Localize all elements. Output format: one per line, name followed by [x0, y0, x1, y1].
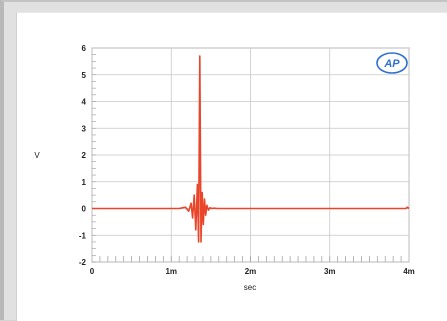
series-group — [92, 55, 410, 243]
minor-ticks — [92, 54, 402, 263]
y-axis-label: V — [34, 151, 40, 160]
y-tick-label: 1 — [82, 178, 87, 187]
chart-panel: 6 5 4 3 2 1 0 -1 -2 0 1m 2m 3m 4m V sec AP — [16, 12, 447, 321]
x-tick-label: 4m — [403, 267, 415, 276]
x-tick-label: 3m — [324, 267, 336, 276]
y-tick-label: -2 — [79, 258, 87, 267]
y-tick-label: 2 — [82, 151, 87, 160]
impulse-response-chart: 6 5 4 3 2 1 0 -1 -2 0 1m 2m 3m 4m V sec AP — [34, 44, 415, 292]
y-tick-label: 4 — [82, 98, 87, 107]
x-tick-label: 1m — [165, 267, 177, 276]
x-tick-label: 2m — [245, 267, 257, 276]
x-axis-label: sec — [244, 283, 256, 292]
x-tick-label: 0 — [90, 267, 95, 276]
y-tick-labels: 6 5 4 3 2 1 0 -1 -2 — [79, 44, 87, 267]
y-tick-label: 6 — [82, 44, 87, 53]
y-tick-label: 3 — [82, 124, 87, 133]
ap-logo-ring — [376, 52, 408, 74]
y-tick-label: -1 — [79, 231, 87, 240]
y-tick-label: 5 — [82, 71, 87, 80]
series-line — [92, 55, 410, 243]
x-tick-labels: 0 1m 2m 3m 4m — [90, 267, 415, 276]
ap-logo-text: AP — [383, 58, 400, 70]
ap-logo: AP — [376, 52, 408, 74]
y-tick-label: 0 — [82, 205, 87, 214]
